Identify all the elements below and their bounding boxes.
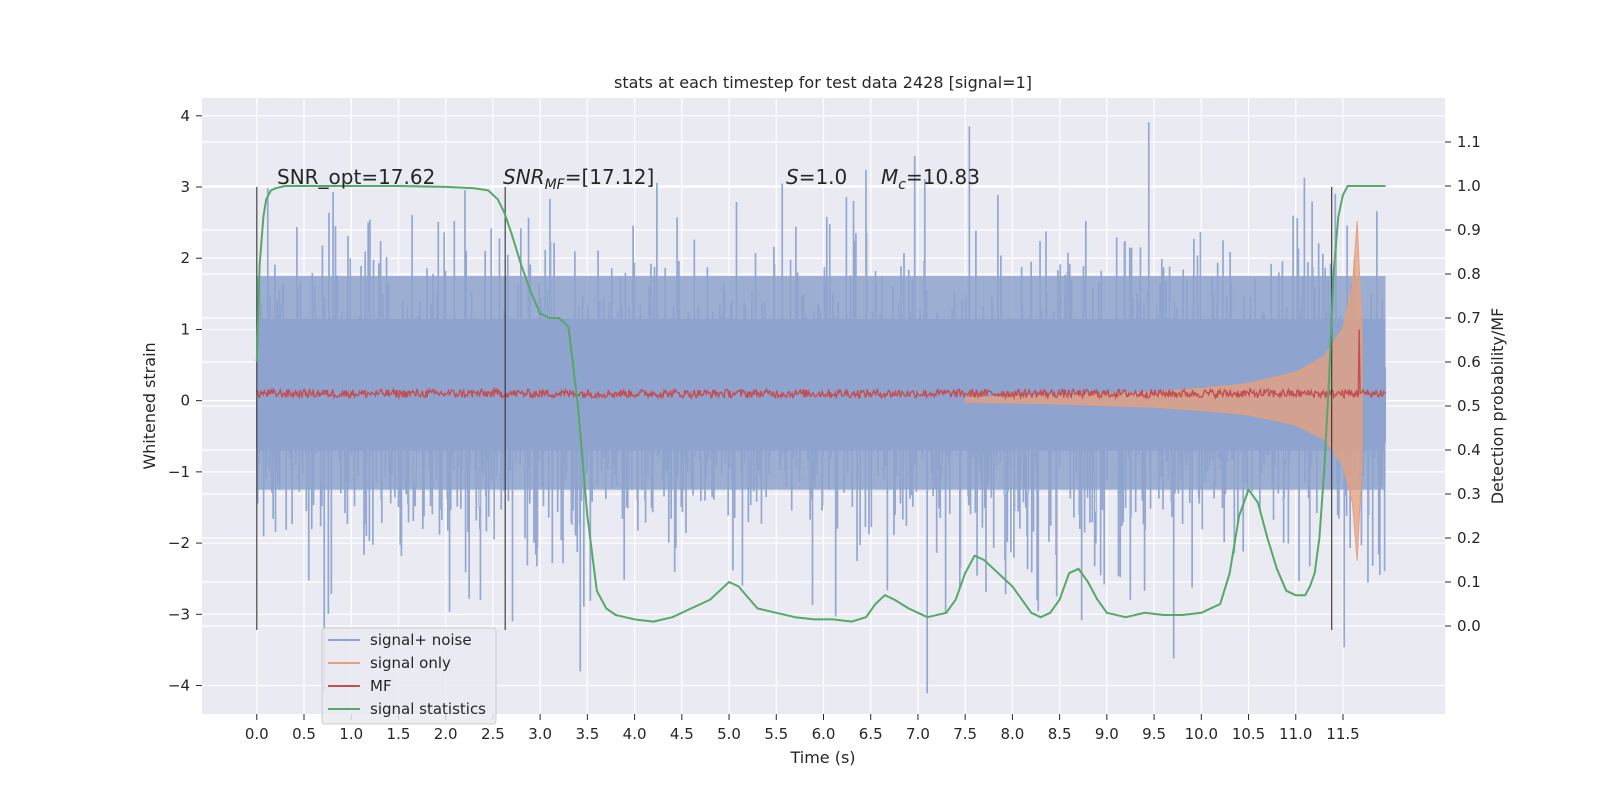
y-right-axis-ticks: 1.1 1.0 0.9 0.8 0.7 0.6 0.5 0.4 0.3 0.2 0.1 0.0 xyxy=(1445,133,1481,635)
annotation-mc-value: =10.83 xyxy=(906,165,980,189)
annotation-snr-opt: SNR_opt=17.62 xyxy=(277,165,435,189)
x-tick-label: 7.0 xyxy=(906,725,930,743)
annotation-s-symbol: S xyxy=(786,165,799,189)
series-signal-noise xyxy=(256,122,1387,694)
x-axis-ticks: 0.0 0.5 1.0 1.5 2.0 2.5 3.0 3.5 4.0 4.5 5.0 5.5 6.0 6… xyxy=(245,714,1360,743)
x-tick-label: 11.5 xyxy=(1326,725,1359,743)
x-tick-label: 3.5 xyxy=(575,725,599,743)
y-left-tick-label: 2 xyxy=(180,249,190,267)
annotation-snr-mf-symbol: SNR xyxy=(503,165,545,189)
y-left-tick-label: 4 xyxy=(180,107,190,125)
x-tick-label: 1.0 xyxy=(339,725,363,743)
annotation-s-value: =1.0 xyxy=(799,165,848,189)
y-right-tick-label: 0.1 xyxy=(1457,573,1481,591)
x-tick-label: 9.0 xyxy=(1095,725,1119,743)
x-tick-label: 2.0 xyxy=(434,725,458,743)
y-left-tick-label: −4 xyxy=(168,677,190,695)
y-right-tick-label: 1.1 xyxy=(1457,133,1481,151)
y-left-tick-label: 0 xyxy=(180,392,190,410)
x-tick-label: 9.5 xyxy=(1142,725,1166,743)
y-right-axis-label: Detection probability/MF xyxy=(1488,308,1507,505)
x-tick-label: 10.5 xyxy=(1232,725,1265,743)
y-right-tick-label: 0.0 xyxy=(1457,617,1481,635)
x-tick-label: 10.0 xyxy=(1185,725,1218,743)
y-right-tick-label: 0.8 xyxy=(1457,265,1481,283)
y-left-tick-label: 1 xyxy=(180,320,190,338)
x-tick-label: 2.5 xyxy=(481,725,505,743)
annotation-mc-subscript: c xyxy=(898,177,906,193)
annotation-snr-mf-subscript: MF xyxy=(545,177,566,193)
legend-item-signal-noise: signal+ noise xyxy=(328,631,472,649)
legend-label-signal-only: signal only xyxy=(370,654,451,672)
x-tick-label: 4.5 xyxy=(670,725,694,743)
signal-noise-band-inner xyxy=(256,318,1386,451)
x-tick-label: 1.5 xyxy=(387,725,411,743)
annotations: SNR_opt=17.62 SNRMF=[17.12] S=1.0 Mc=10.… xyxy=(277,165,980,193)
x-tick-label: 8.5 xyxy=(1048,725,1072,743)
annotation-snr-mf: SNRMF=[17.12] xyxy=(503,165,654,193)
x-axis-label: Time (s) xyxy=(789,748,855,767)
x-tick-label: 0.0 xyxy=(245,725,269,743)
x-tick-label: 11.0 xyxy=(1279,725,1312,743)
y-left-axis-ticks: 4 3 2 1 0 −1 −2 −3 −4 xyxy=(168,107,202,695)
y-left-tick-label: −1 xyxy=(168,463,190,481)
annotation-mc-symbol: M xyxy=(881,165,898,189)
y-left-tick-label: −2 xyxy=(168,534,190,552)
legend-label-mf: MF xyxy=(370,677,392,695)
y-left-tick-label: 3 xyxy=(180,178,190,196)
y-right-tick-label: 0.7 xyxy=(1457,309,1481,327)
legend-item-mf: MF xyxy=(328,677,392,695)
y-right-tick-label: 0.6 xyxy=(1457,353,1481,371)
annotation-snr-mf-value: =[17.12] xyxy=(565,165,655,189)
vertical-lines xyxy=(256,187,1333,630)
x-tick-label: 4.0 xyxy=(623,725,647,743)
x-tick-label: 8.0 xyxy=(1000,725,1024,743)
y-right-tick-label: 0.3 xyxy=(1457,485,1481,503)
annotation-mc: Mc=10.83 xyxy=(881,165,980,193)
legend-item-signal-statistics: signal statistics xyxy=(328,700,486,718)
y-right-tick-label: 0.5 xyxy=(1457,397,1481,415)
legend-label-signal-statistics: signal statistics xyxy=(370,700,486,718)
legend-box xyxy=(321,627,497,725)
chart-title: stats at each timestep for test data 242… xyxy=(614,73,1032,92)
mf-line xyxy=(256,329,1387,401)
x-tick-label: 5.5 xyxy=(764,725,788,743)
series-mf xyxy=(256,329,1387,401)
y-right-tick-label: 0.4 xyxy=(1457,441,1481,459)
y-right-tick-label: 0.2 xyxy=(1457,529,1481,547)
series-signal-statistics xyxy=(255,185,1386,623)
x-tick-label: 6.0 xyxy=(812,725,836,743)
x-tick-label: 7.5 xyxy=(953,725,977,743)
x-tick-label: 6.5 xyxy=(859,725,883,743)
legend-item-signal-only: signal only xyxy=(328,654,451,672)
y-right-tick-label: 0.9 xyxy=(1457,221,1481,239)
x-tick-label: 0.5 xyxy=(292,725,316,743)
y-left-tick-label: −3 xyxy=(168,605,190,623)
x-tick-label: 5.0 xyxy=(717,725,741,743)
legend: signal+ noise signal only MF signal stat… xyxy=(321,627,497,725)
legend-label-signal-noise: signal+ noise xyxy=(370,631,472,649)
y-left-axis-label: Whitened strain xyxy=(140,342,159,469)
signal-statistics-line xyxy=(255,185,1386,623)
annotation-s: S=1.0 xyxy=(786,165,847,189)
x-tick-label: 3.0 xyxy=(528,725,552,743)
y-right-tick-label: 1.0 xyxy=(1457,177,1481,195)
